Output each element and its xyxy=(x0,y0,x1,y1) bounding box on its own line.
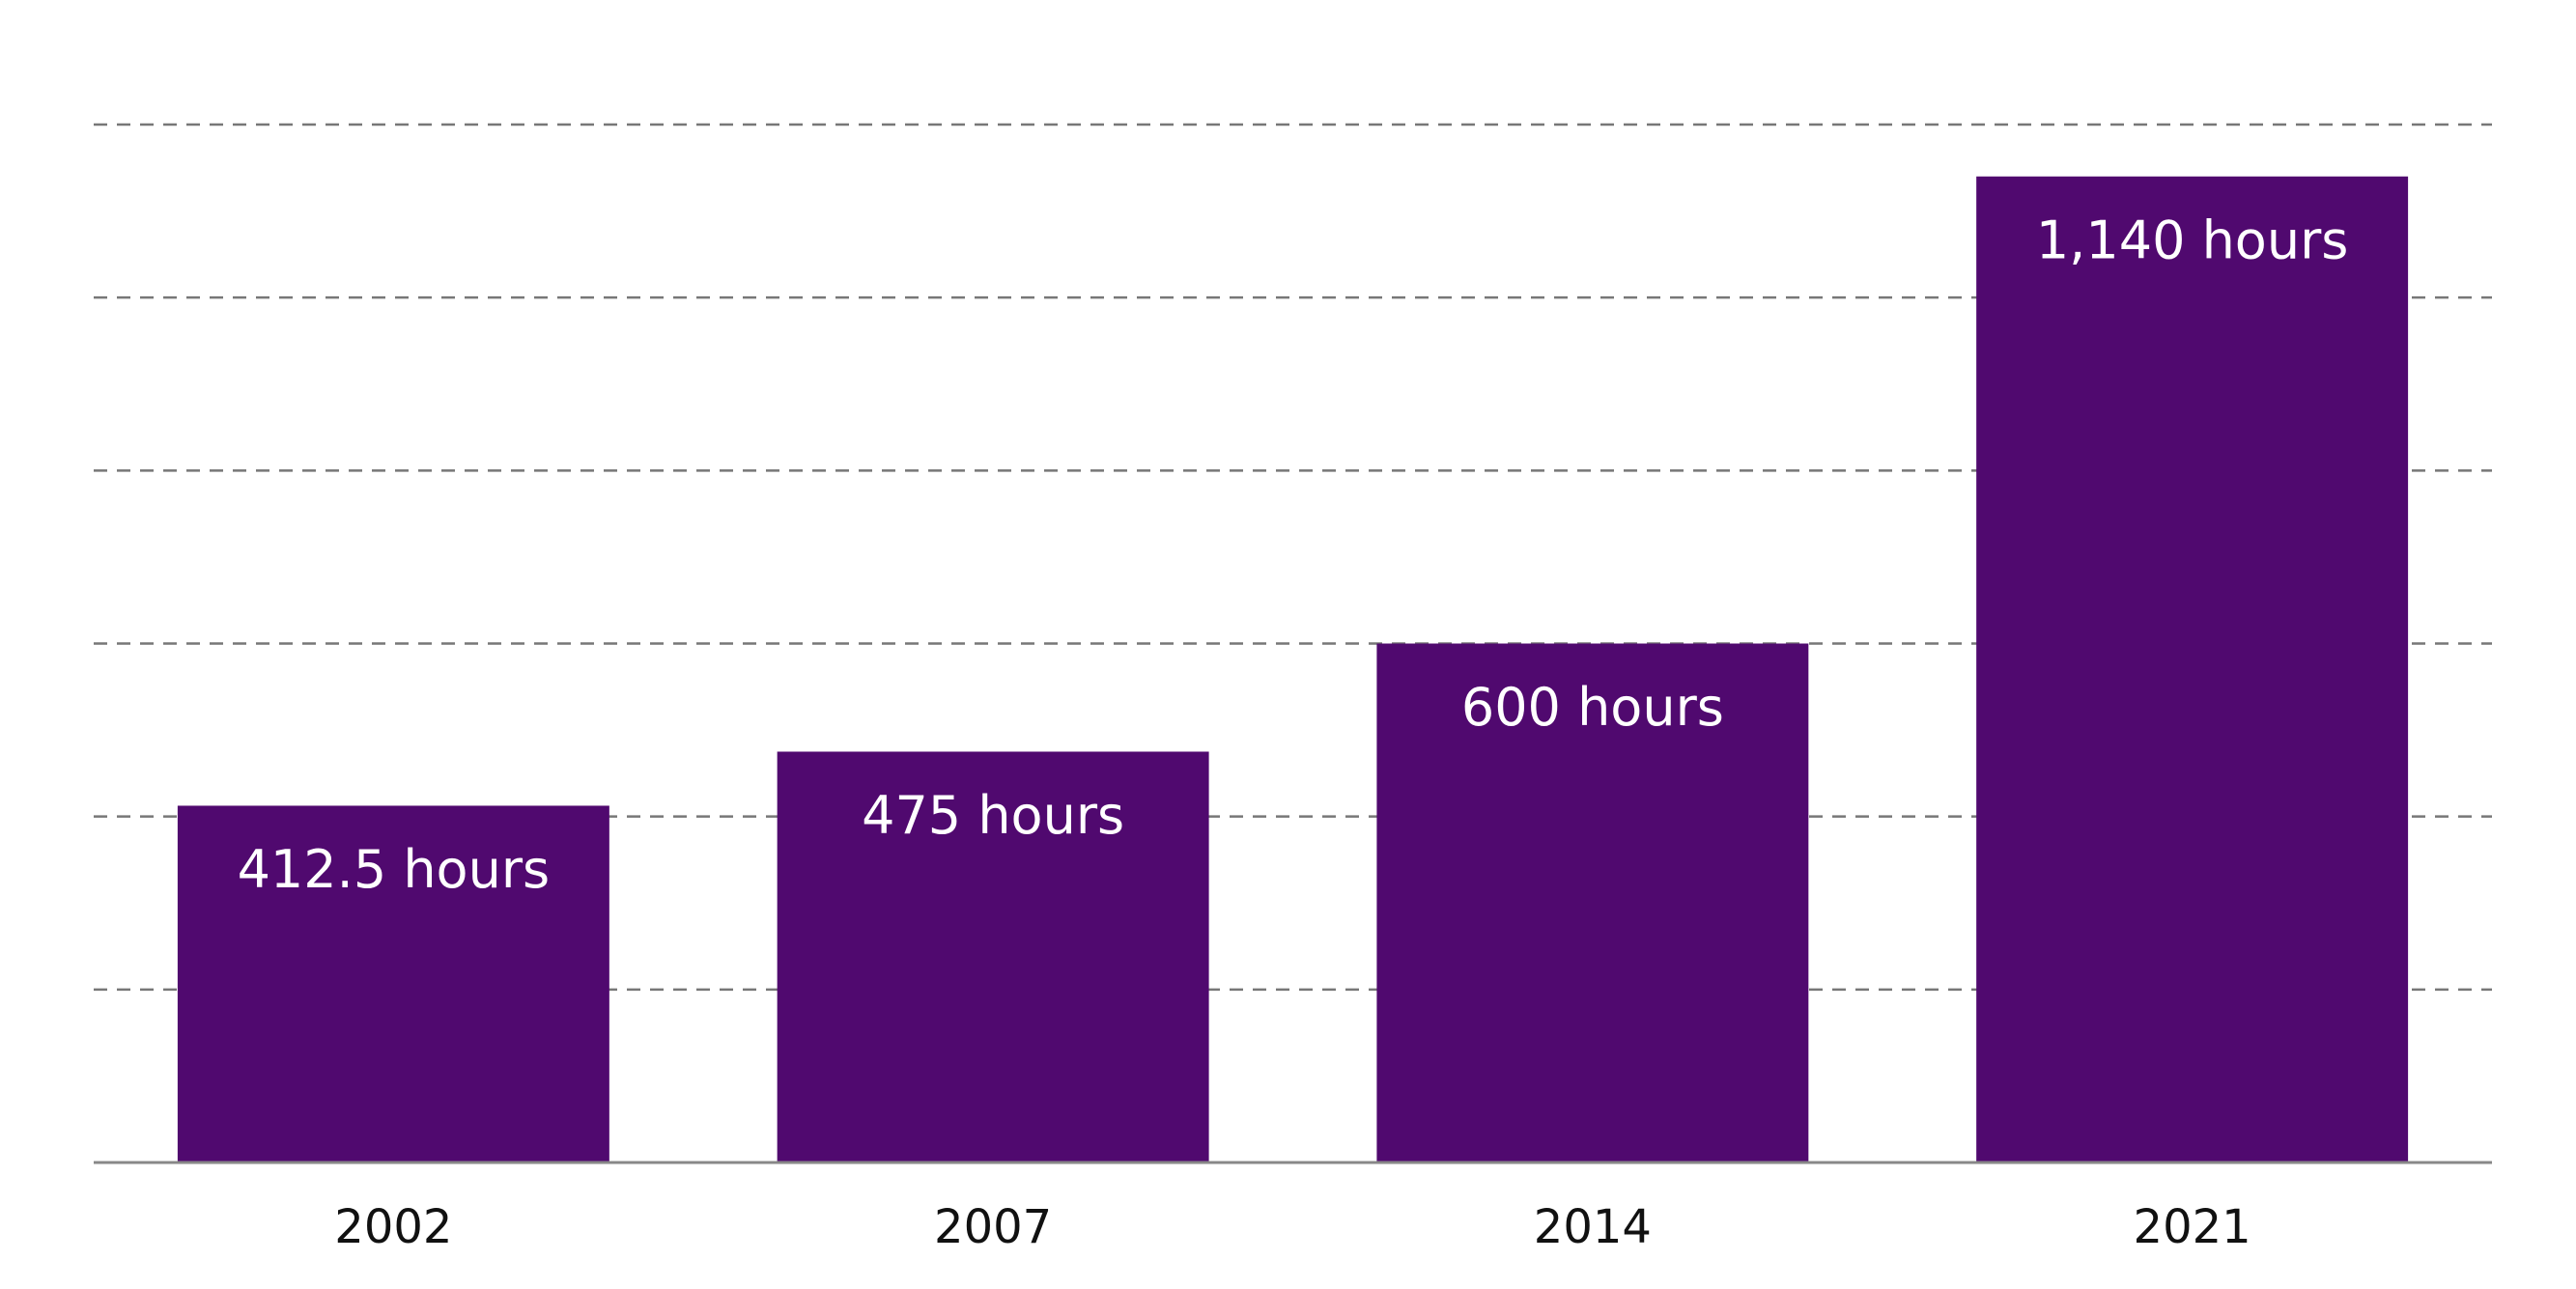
bar xyxy=(177,805,609,1163)
bar xyxy=(1976,176,2409,1163)
x-tick-label: 2021 xyxy=(2134,1200,2251,1254)
value-label: 475 hours xyxy=(862,785,1124,846)
x-tick-label: 2002 xyxy=(334,1200,452,1254)
value-label: 412.5 hours xyxy=(238,839,551,900)
value-label: 600 hours xyxy=(1461,677,1724,738)
value-label: 1,140 hours xyxy=(2036,210,2349,270)
bar xyxy=(1376,643,1809,1163)
x-tick-label: 2014 xyxy=(1534,1200,1652,1254)
bar xyxy=(777,751,1209,1163)
x-tick-label: 2007 xyxy=(934,1200,1052,1254)
